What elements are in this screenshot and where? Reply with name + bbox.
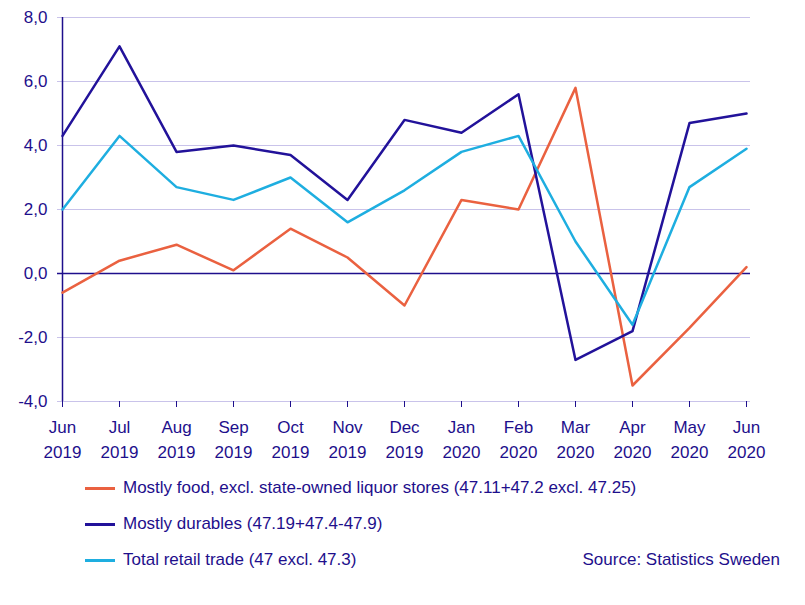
html-text:Total retail trade (47 excl. 4: Total retail trade (47 excl. 47.3) bbox=[123, 550, 357, 569]
svg-text:8,0: 8,0 bbox=[24, 8, 48, 27]
html-text:Mostly food, excl. state-owned: Mostly food, excl. state-owned liquor st… bbox=[123, 478, 637, 497]
html-text:Mostly durables (47.19+47.4-47: Mostly durables (47.19+47.4-47.9) bbox=[123, 514, 383, 533]
svg-text:Oct2019: Oct2019 bbox=[272, 418, 310, 462]
svg-text:Nov2019: Nov2019 bbox=[329, 418, 367, 462]
svg-text:6,0: 6,0 bbox=[24, 72, 48, 91]
svg-text:May2020: May2020 bbox=[671, 418, 709, 462]
svg-text:Mar2020: Mar2020 bbox=[557, 418, 595, 462]
svg-text:Jun2020: Jun2020 bbox=[728, 418, 766, 462]
svg-text:Apr2020: Apr2020 bbox=[614, 418, 652, 462]
html-text:Source: Statistics Sweden: Source: Statistics Sweden bbox=[582, 550, 780, 569]
svg-text:-4,0: -4,0 bbox=[18, 392, 47, 411]
svg-text:Sep2019: Sep2019 bbox=[215, 418, 253, 462]
svg-text:Aug2019: Aug2019 bbox=[158, 418, 196, 462]
svg-text:Jul2019: Jul2019 bbox=[101, 418, 139, 462]
svg-text:Dec2019: Dec2019 bbox=[386, 418, 424, 462]
svg-text:0,0: 0,0 bbox=[24, 264, 48, 283]
svg-text:Feb2020: Feb2020 bbox=[500, 418, 538, 462]
svg-text:2,0: 2,0 bbox=[24, 200, 48, 219]
svg-text:4,0: 4,0 bbox=[24, 136, 48, 155]
svg-text:Jun2019: Jun2019 bbox=[44, 418, 82, 462]
svg-text:Jan2020: Jan2020 bbox=[443, 418, 481, 462]
svg-text:-2,0: -2,0 bbox=[18, 328, 47, 347]
